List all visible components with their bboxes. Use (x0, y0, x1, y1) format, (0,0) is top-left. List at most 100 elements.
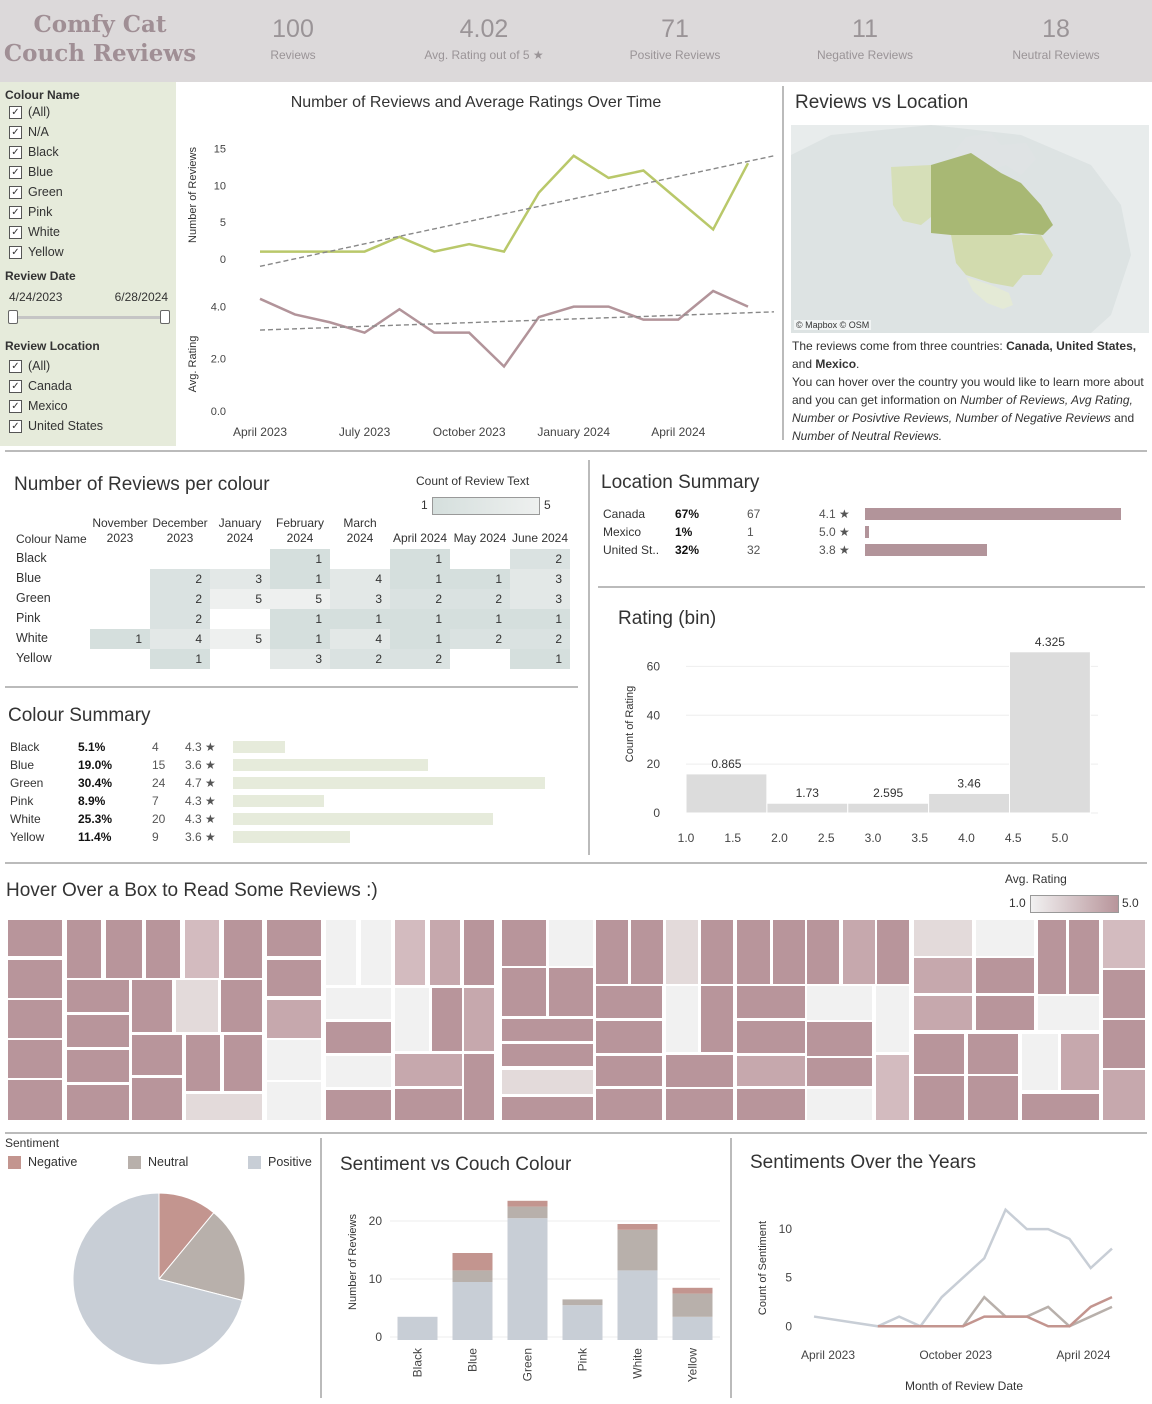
review-box[interactable] (267, 1040, 321, 1080)
date-slider-track[interactable] (12, 316, 168, 319)
heatmap-cell[interactable]: 1 (270, 609, 330, 629)
review-box[interactable] (267, 1000, 321, 1038)
heatmap-cell[interactable]: 2 (450, 589, 510, 609)
review-box[interactable] (737, 1089, 805, 1120)
stacked-bar-neutral[interactable] (617, 1229, 658, 1271)
colour-filter-option[interactable]: ✓ N/A (9, 123, 49, 141)
review-box[interactable] (267, 920, 321, 956)
heatmap-cell[interactable]: 3 (210, 569, 270, 589)
heatmap-cell[interactable]: 4 (150, 629, 210, 649)
heatmap-cell[interactable] (90, 609, 150, 629)
review-box[interactable] (432, 988, 462, 1051)
review-box[interactable] (502, 1019, 593, 1041)
review-box[interactable] (395, 920, 425, 985)
summary-bar[interactable] (233, 795, 324, 807)
review-box[interactable] (914, 1034, 964, 1074)
heatmap-cell[interactable]: 2 (510, 629, 570, 649)
review-box[interactable] (502, 1070, 593, 1094)
heatmap-cell[interactable] (450, 549, 510, 569)
review-box[interactable] (395, 1054, 462, 1086)
summary-bar[interactable] (865, 508, 1121, 520)
location-filter-option[interactable]: ✓ Canada (9, 377, 72, 395)
review-box[interactable] (67, 980, 129, 1012)
review-box[interactable] (807, 920, 839, 984)
stacked-bar-positive[interactable] (562, 1305, 603, 1340)
review-box[interactable] (877, 920, 909, 984)
checkbox-icon[interactable]: ✓ (9, 419, 22, 433)
review-box[interactable] (8, 960, 62, 998)
review-box[interactable] (843, 920, 875, 984)
heatmap-cell[interactable]: 2 (450, 629, 510, 649)
stacked-bar-positive[interactable] (397, 1316, 438, 1340)
heatmap-cell[interactable]: 2 (150, 589, 210, 609)
heatmap-cell[interactable]: 3 (330, 589, 390, 609)
date-slider-end-handle[interactable] (160, 310, 170, 324)
heatmap-cell[interactable]: 1 (450, 569, 510, 589)
review-box[interactable] (976, 996, 1034, 1030)
checkbox-icon[interactable]: ✓ (9, 105, 22, 119)
heatmap-cell[interactable] (90, 569, 150, 589)
stacked-bar-negative[interactable] (452, 1253, 493, 1271)
review-box[interactable] (326, 1090, 391, 1120)
review-box[interactable] (876, 1055, 909, 1120)
colour-filter-option[interactable]: ✓ Yellow (9, 243, 64, 261)
heatmap-cell[interactable]: 2 (390, 589, 450, 609)
heatmap-cell[interactable]: 3 (270, 649, 330, 669)
review-box[interactable] (914, 1076, 964, 1120)
heatmap-cell[interactable]: 1 (390, 609, 450, 629)
summary-bar[interactable] (233, 831, 350, 843)
heatmap-cell[interactable]: 4 (330, 569, 390, 589)
review-box[interactable] (701, 986, 733, 1052)
review-box[interactable] (8, 920, 62, 956)
review-box[interactable] (737, 1021, 805, 1053)
review-box[interactable] (876, 986, 909, 1052)
checkbox-icon[interactable]: ✓ (9, 165, 22, 179)
review-box[interactable] (914, 996, 972, 1030)
review-box[interactable] (132, 980, 172, 1032)
review-box[interactable] (224, 1035, 262, 1091)
checkbox-icon[interactable]: ✓ (9, 399, 22, 413)
heatmap-cell[interactable]: 1 (330, 609, 390, 629)
checkbox-icon[interactable]: ✓ (9, 359, 22, 373)
pie-slice-neutral[interactable] (158, 1212, 246, 1301)
review-box[interactable] (914, 958, 972, 993)
heatmap-cell[interactable]: 1 (510, 649, 570, 669)
review-box[interactable] (221, 980, 262, 1032)
review-box[interactable] (968, 1034, 1018, 1074)
review-box[interactable] (549, 968, 593, 1016)
location-filter-option[interactable]: ✓ Mexico (9, 397, 68, 415)
pie-slice-positive[interactable] (72, 1192, 243, 1366)
heatmap-cell[interactable]: 5 (210, 589, 270, 609)
review-box[interactable] (176, 980, 218, 1032)
review-box[interactable] (807, 1058, 872, 1086)
review-box[interactable] (1103, 1020, 1145, 1068)
review-box[interactable] (67, 1050, 129, 1082)
heatmap-cell[interactable] (210, 549, 270, 569)
heatmap-cell[interactable]: 2 (150, 569, 210, 589)
review-box[interactable] (807, 1089, 872, 1120)
review-box[interactable] (596, 1021, 662, 1053)
review-box[interactable] (1103, 1070, 1145, 1120)
review-box[interactable] (8, 1000, 62, 1038)
review-box[interactable] (1103, 970, 1145, 1018)
review-box[interactable] (502, 1044, 593, 1066)
review-box[interactable] (773, 920, 805, 984)
heatmap-cell[interactable]: 2 (390, 649, 450, 669)
summary-bar[interactable] (233, 813, 493, 825)
colour-filter-option[interactable]: ✓ Pink (9, 203, 52, 221)
heatmap-cell[interactable]: 1 (270, 569, 330, 589)
legend-item-neutral[interactable]: Neutral (128, 1155, 188, 1169)
review-box[interactable] (737, 986, 805, 1018)
review-box[interactable] (132, 1035, 182, 1075)
summary-bar[interactable] (233, 777, 545, 789)
colour-filter-option[interactable]: ✓ Blue (9, 163, 53, 181)
heatmap-cell[interactable] (450, 649, 510, 669)
stacked-bar-neutral[interactable] (562, 1299, 603, 1306)
review-box[interactable] (267, 1082, 321, 1120)
review-box[interactable] (549, 920, 593, 966)
heatmap-cell[interactable]: 1 (390, 569, 450, 589)
review-box[interactable] (395, 1089, 462, 1120)
review-box[interactable] (185, 920, 219, 978)
review-box[interactable] (701, 920, 733, 984)
checkbox-icon[interactable]: ✓ (9, 379, 22, 393)
